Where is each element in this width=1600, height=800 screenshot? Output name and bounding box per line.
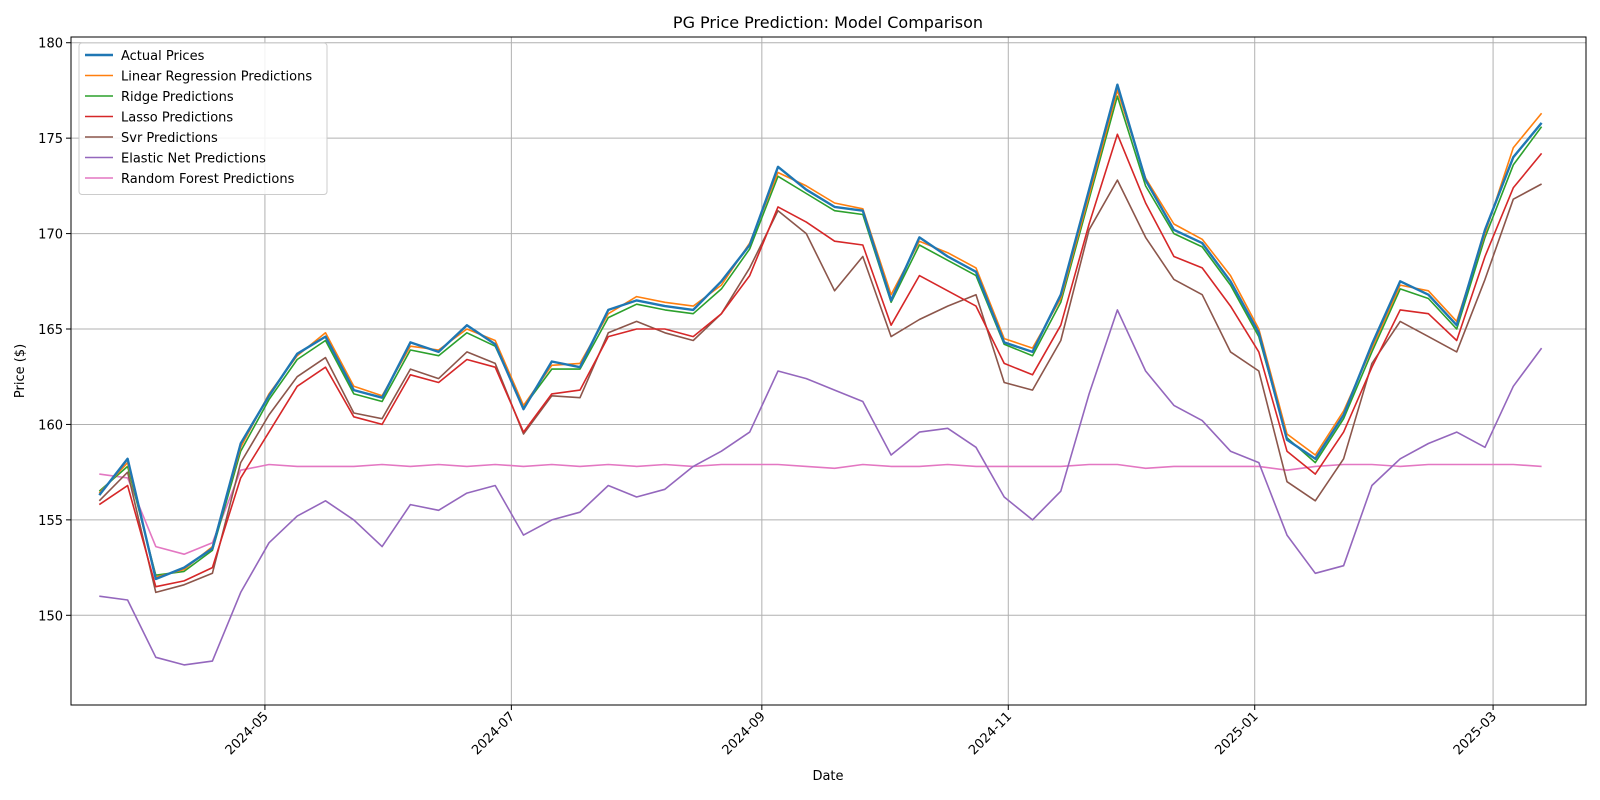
legend-label: Lasso Predictions <box>121 111 233 126</box>
series-line-elastic-net-predictions <box>99 309 1543 666</box>
chart-title: PG Price Prediction: Model Comparison <box>673 13 983 32</box>
y-tick-label: 155 <box>38 514 63 529</box>
y-tick-label: 150 <box>38 609 63 624</box>
x-axis-title: Date <box>812 769 843 784</box>
series-line-svr-predictions <box>98 179 1542 594</box>
legend-label: Elastic Net Predictions <box>121 152 266 167</box>
legend-label: Linear Regression Predictions <box>121 70 312 85</box>
y-axis-title: Price ($) <box>13 344 28 398</box>
y-tick-label: 180 <box>38 37 63 52</box>
series-line-lasso-predictions <box>98 133 1543 588</box>
y-tick-label: 170 <box>38 228 63 243</box>
series-line-linear-regression-predictions <box>98 89 1543 578</box>
legend-label: Random Forest Predictions <box>121 172 295 187</box>
legend-label: Svr Predictions <box>121 131 218 146</box>
legend-label: Actual Prices <box>121 49 205 64</box>
plot-frame <box>70 36 1587 706</box>
series-line-random-forest-predictions <box>99 463 1542 556</box>
y-tick-label: 175 <box>38 132 63 147</box>
series-line-actual-prices <box>98 83 1543 581</box>
y-tick-label: 160 <box>38 418 63 433</box>
y-tick-label: 165 <box>38 323 63 338</box>
series-layer <box>98 83 1543 666</box>
legend-box <box>78 42 328 195</box>
legend-label: Ridge Predictions <box>121 90 234 105</box>
legend: Actual Prices Linear Regression Predictio… <box>78 42 328 195</box>
